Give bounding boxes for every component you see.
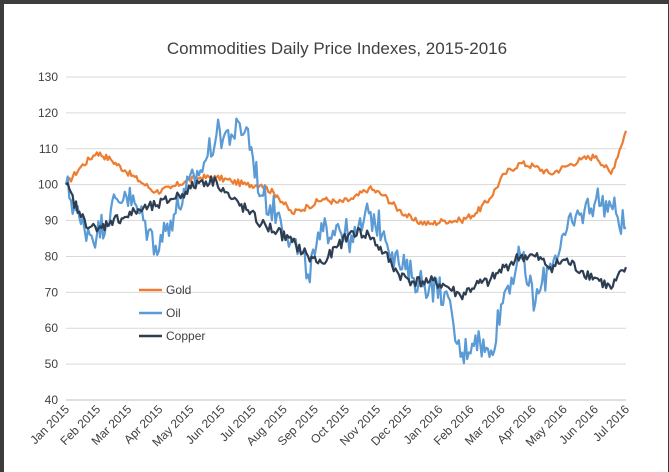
y-tick-label: 90 xyxy=(45,214,59,228)
series-line-gold xyxy=(64,130,628,227)
series-lines xyxy=(64,117,628,365)
y-tick-label: 60 xyxy=(45,321,59,335)
legend-label-gold: Gold xyxy=(166,283,191,297)
y-axis-tick-labels: 40 50 60 70 80 90 100 110 120 130 xyxy=(38,70,58,407)
y-tick-label: 70 xyxy=(45,285,59,299)
series-line-copper xyxy=(65,175,628,301)
legend: Gold Oil Copper xyxy=(139,283,205,343)
y-tick-label: 130 xyxy=(38,70,58,84)
series-line-oil xyxy=(64,117,627,365)
y-tick-label: 100 xyxy=(38,178,58,192)
y-tick-label: 80 xyxy=(45,249,59,263)
legend-label-oil: Oil xyxy=(166,306,181,320)
chart-title: Commodities Daily Price Indexes, 2015-20… xyxy=(167,39,507,58)
y-tick-label: 50 xyxy=(45,357,59,371)
y-tick-label: 40 xyxy=(45,393,59,407)
chart-panel: Commodities Daily Price Indexes, 2015-20… xyxy=(4,4,668,472)
legend-label-copper: Copper xyxy=(166,329,205,343)
y-tick-label: 120 xyxy=(38,106,58,120)
line-chart: Commodities Daily Price Indexes, 2015-20… xyxy=(27,39,632,449)
y-tick-label: 110 xyxy=(39,142,58,156)
